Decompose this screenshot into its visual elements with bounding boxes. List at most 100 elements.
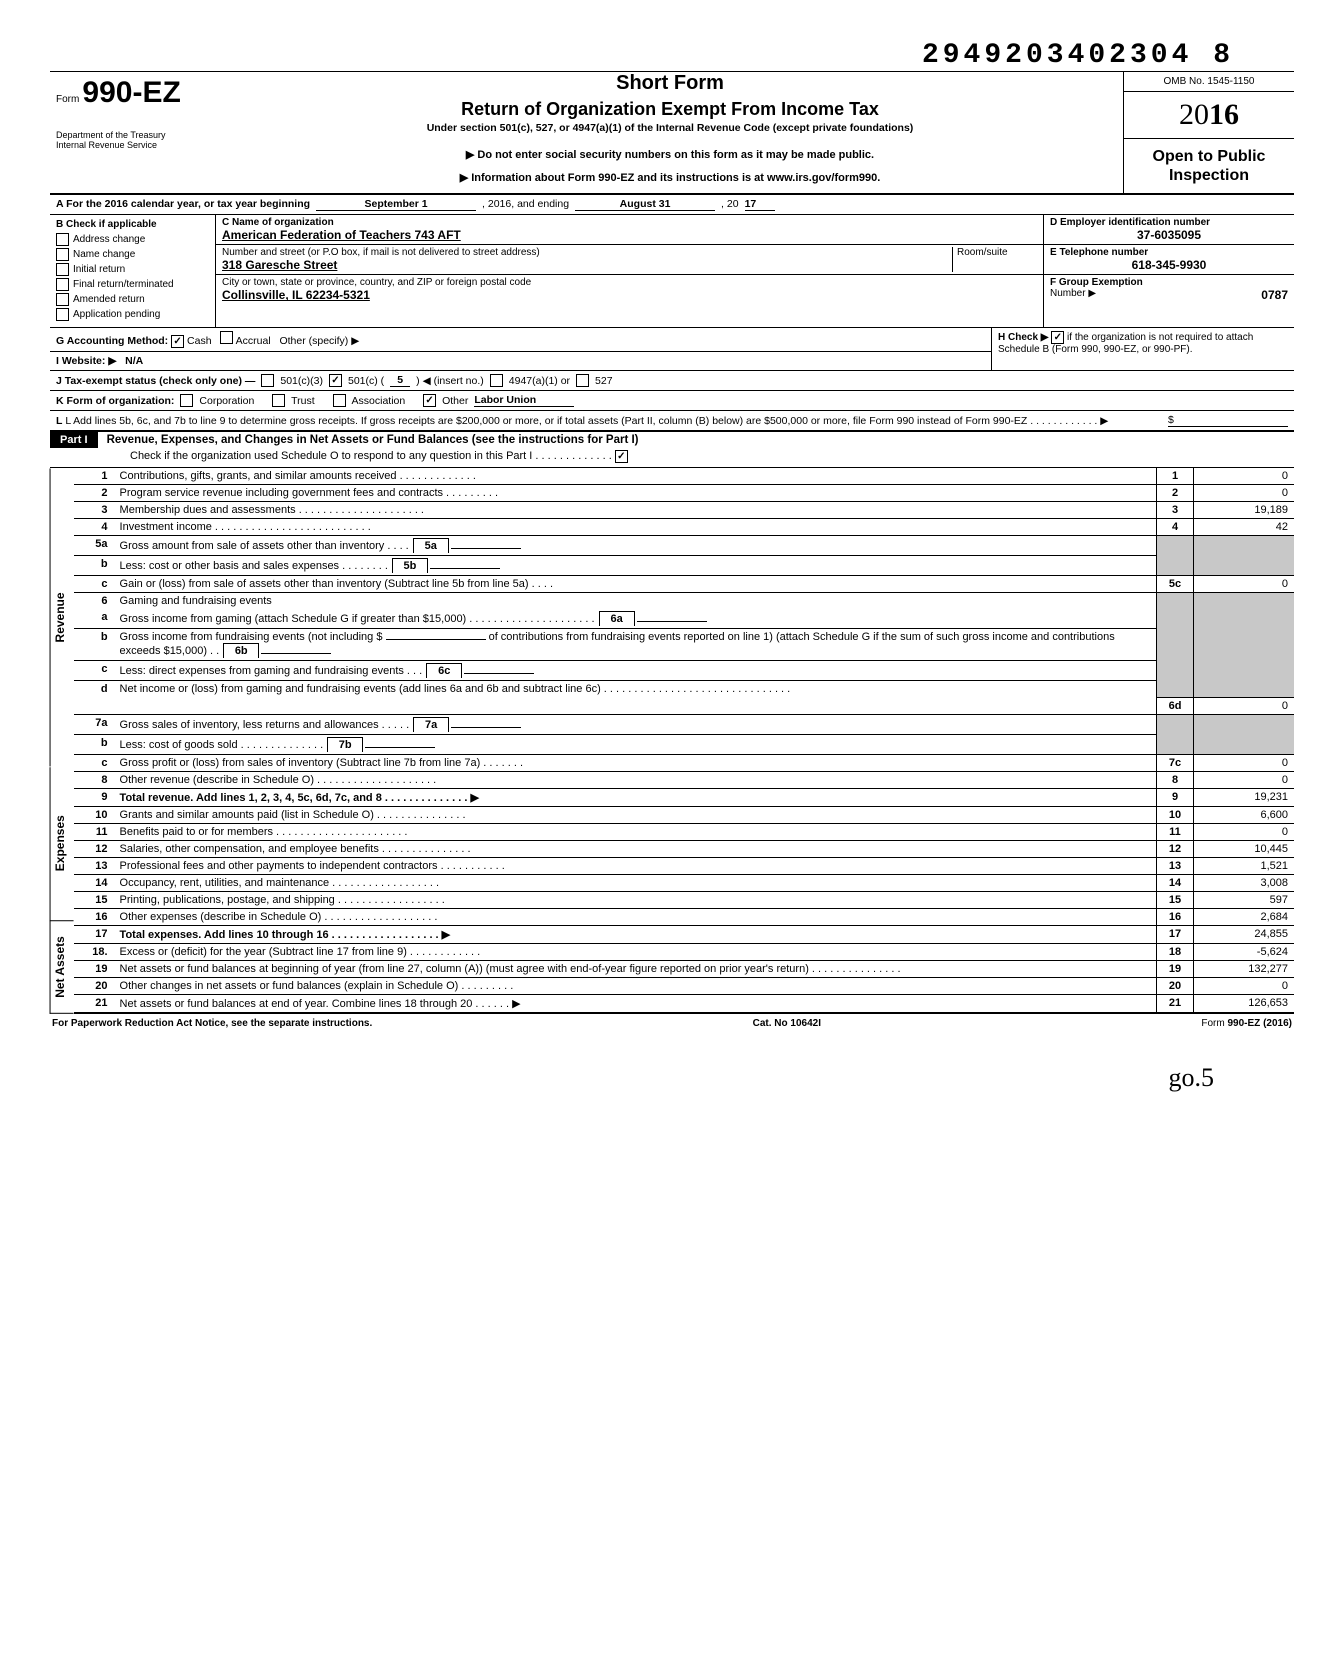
line-6a-amt[interactable] [637, 621, 707, 622]
checkbox-address-change[interactable] [56, 233, 69, 246]
checkbox-h[interactable]: ✓ [1051, 331, 1064, 344]
document-number: 2949203402304 8 [50, 40, 1234, 71]
line-15-desc: Printing, publications, postage, and shi… [116, 891, 1157, 908]
ein[interactable]: 37-6035095 [1050, 228, 1288, 242]
checkbox-cash[interactable]: ✓ [171, 335, 184, 348]
line-7b-amt[interactable] [365, 747, 435, 748]
city-zip[interactable]: Collinsville, IL 62234-5321 [222, 288, 370, 302]
checkbox-trust[interactable] [272, 394, 285, 407]
checkbox-corp[interactable] [180, 394, 193, 407]
line-3-amt[interactable]: 19,189 [1194, 502, 1295, 519]
b-item-2: Initial return [73, 264, 125, 275]
checkbox-name-change[interactable] [56, 248, 69, 261]
line-16-amt[interactable]: 2,684 [1194, 908, 1295, 925]
line-13-amt[interactable]: 1,521 [1194, 857, 1295, 874]
tax-year-end[interactable]: August 31 [575, 198, 715, 211]
line-20-amt[interactable]: 0 [1194, 977, 1295, 994]
line-1-amt[interactable]: 0 [1194, 468, 1295, 485]
k-val[interactable]: Labor Union [474, 394, 574, 407]
side-revenue: Revenue [50, 468, 74, 766]
line-6c-amt[interactable] [464, 673, 534, 674]
tax-year-yy[interactable]: 17 [745, 198, 775, 211]
checkbox-4947[interactable] [490, 374, 503, 387]
j-cnum[interactable]: 5 [390, 374, 410, 387]
line-6b-amt[interactable] [261, 653, 331, 654]
line-21-amt[interactable]: 126,653 [1194, 994, 1295, 1013]
j-a1: 4947(a)(1) or [509, 375, 570, 387]
line-15-amt[interactable]: 597 [1194, 891, 1295, 908]
line-20-desc: Other changes in net assets or fund bala… [116, 977, 1157, 994]
line-14-amt[interactable]: 3,008 [1194, 874, 1295, 891]
open-inspection: Open to Public Inspection [1124, 139, 1294, 193]
street[interactable]: 318 Garesche Street [222, 258, 337, 272]
info-url: ▶ Information about Form 990-EZ and its … [225, 171, 1115, 184]
checkbox-501c3[interactable] [261, 374, 274, 387]
tax-year-start[interactable]: September 1 [316, 198, 476, 211]
line-11-amt[interactable]: 0 [1194, 823, 1295, 840]
checkbox-schedule-o[interactable]: ✓ [615, 450, 628, 463]
line-6c-desc: Less: direct expenses from gaming and fu… [120, 665, 423, 677]
dept-treasury: Department of the Treasury [56, 130, 211, 140]
k-other: Other [442, 395, 468, 407]
checkbox-initial-return[interactable] [56, 263, 69, 276]
line-9-amt[interactable]: 19,231 [1194, 788, 1295, 806]
b-item-4: Amended return [73, 294, 145, 305]
line-7b-desc: Less: cost of goods sold . . . . . . . .… [120, 739, 324, 751]
checkbox-final-return[interactable] [56, 278, 69, 291]
l-amt[interactable]: $ [1168, 414, 1288, 427]
line-11-desc: Benefits paid to or for members . . . . … [116, 823, 1157, 840]
line-4-desc: Investment income . . . . . . . . . . . … [116, 519, 1157, 536]
phone[interactable]: 618-345-9930 [1050, 258, 1288, 272]
i-label: I Website: ▶ [56, 355, 116, 367]
line-5c-amt[interactable]: 0 [1194, 576, 1295, 593]
c-label: C Name of organization [222, 217, 334, 228]
g-other: Other (specify) ▶ [279, 335, 359, 347]
j-label: J Tax-exempt status (check only one) — [56, 375, 255, 387]
handwritten-note: go.5 [50, 1063, 1214, 1093]
checkbox-assoc[interactable] [333, 394, 346, 407]
org-name[interactable]: American Federation of Teachers 743 AFT [222, 228, 461, 242]
checkbox-527[interactable] [576, 374, 589, 387]
b-item-3: Final return/terminated [73, 279, 174, 290]
line-5b-amt[interactable] [430, 568, 500, 569]
checkbox-accrual[interactable] [220, 331, 233, 344]
g-cash: Cash [187, 335, 212, 347]
part-i-title: Revenue, Expenses, and Changes in Net As… [101, 430, 645, 450]
line-6-desc: Gaming and fundraising events [116, 593, 1157, 610]
ssn-notice: ▶ Do not enter social security numbers o… [225, 148, 1115, 161]
line-6a-desc: Gross income from gaming (attach Schedul… [120, 613, 595, 625]
subtitle: Under section 501(c), 527, or 4947(a)(1)… [225, 122, 1115, 134]
line-6b-contrib[interactable] [386, 639, 486, 640]
f-label: F Group Exemption [1050, 277, 1143, 288]
line-18-amt[interactable]: -5,624 [1194, 943, 1295, 960]
line-3-desc: Membership dues and assessments . . . . … [116, 502, 1157, 519]
checkbox-other-org[interactable]: ✓ [423, 394, 436, 407]
line-12-amt[interactable]: 10,445 [1194, 840, 1295, 857]
checkbox-501c[interactable]: ✓ [329, 374, 342, 387]
line-4-amt[interactable]: 42 [1194, 519, 1295, 536]
line-2-amt[interactable]: 0 [1194, 485, 1295, 502]
checkbox-pending[interactable] [56, 308, 69, 321]
line-1-desc: Contributions, gifts, grants, and simila… [116, 468, 1157, 485]
j-cins: ) ◀ (insert no.) [416, 375, 484, 387]
website[interactable]: N/A [125, 355, 143, 367]
line-5c-desc: Gain or (loss) from sale of assets other… [116, 576, 1157, 593]
line-7a-amt[interactable] [451, 727, 521, 728]
side-netassets: Net Assets [50, 921, 74, 1014]
k-label: K Form of organization: [56, 395, 174, 407]
line-18-desc: Excess or (deficit) for the year (Subtra… [116, 943, 1157, 960]
line-6d-amt[interactable]: 0 [1194, 697, 1295, 714]
line-8-amt[interactable]: 0 [1194, 771, 1295, 788]
d-label: D Employer identification number [1050, 217, 1210, 228]
line-9-desc: Total revenue. Add lines 1, 2, 3, 4, 5c,… [120, 792, 479, 804]
checkbox-amended[interactable] [56, 293, 69, 306]
line-10-amt[interactable]: 6,600 [1194, 806, 1295, 823]
line-17-amt[interactable]: 24,855 [1194, 925, 1295, 943]
line-7c-amt[interactable]: 0 [1194, 754, 1295, 771]
line-5a-amt[interactable] [451, 548, 521, 549]
footer-mid: Cat. No 10642I [753, 1018, 821, 1029]
line-19-amt[interactable]: 132,277 [1194, 960, 1295, 977]
group-exemption[interactable]: 0787 [1261, 288, 1288, 302]
line-a-mid: , 2016, and ending [482, 198, 569, 210]
dept-irs: Internal Revenue Service [56, 140, 211, 150]
